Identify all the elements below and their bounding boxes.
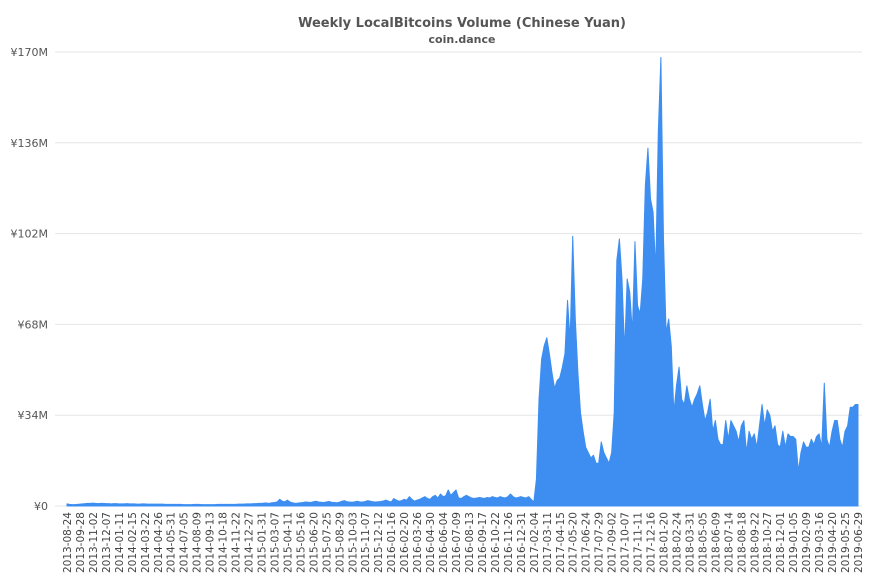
x-tick-label: 2014-05-31 bbox=[166, 512, 178, 573]
x-tick-label: 2019-06-29 bbox=[853, 512, 865, 573]
x-tick-label: 2016-09-17 bbox=[477, 512, 489, 573]
x-tick-label: 2017-04-15 bbox=[555, 512, 567, 573]
x-tick-label: 2014-11-22 bbox=[231, 512, 243, 573]
x-tick-label: 2019-05-25 bbox=[840, 512, 852, 573]
x-tick-label: 2016-11-26 bbox=[503, 512, 515, 573]
x-tick-label: 2018-10-27 bbox=[762, 512, 774, 573]
x-tick-label: 2015-08-29 bbox=[334, 512, 346, 573]
x-tick-label: 2016-08-13 bbox=[464, 512, 476, 573]
y-tick-label: ¥136M bbox=[11, 137, 49, 150]
x-tick-label: 2016-12-31 bbox=[516, 512, 528, 573]
x-tick-label: 2016-04-30 bbox=[425, 512, 437, 573]
x-tick-label: 2017-10-07 bbox=[620, 512, 632, 573]
y-tick-label: ¥68M bbox=[18, 318, 49, 331]
x-tick-label: 2017-02-04 bbox=[529, 512, 541, 573]
x-tick-label: 2015-03-07 bbox=[269, 512, 281, 573]
x-tick-label: 2015-01-31 bbox=[257, 512, 269, 573]
x-tick-label: 2013-11-02 bbox=[88, 512, 100, 573]
x-tick-label: 2018-05-05 bbox=[697, 512, 709, 573]
x-tick-label: 2019-03-16 bbox=[814, 512, 826, 573]
x-tick-label: 2014-04-26 bbox=[153, 512, 165, 573]
x-tick-label: 2014-08-09 bbox=[192, 512, 204, 573]
x-tick-label: 2019-04-20 bbox=[827, 512, 839, 573]
x-tick-label: 2018-03-31 bbox=[684, 512, 696, 573]
y-tick-label: ¥0 bbox=[34, 500, 48, 513]
area bbox=[66, 56, 859, 507]
y-tick-label: ¥102M bbox=[11, 228, 49, 241]
x-tick-label: 2016-07-09 bbox=[451, 512, 463, 573]
x-tick-label: 2014-12-27 bbox=[244, 512, 256, 573]
x-tick-label: 2013-09-28 bbox=[75, 512, 87, 573]
x-tick-label: 2014-01-11 bbox=[114, 512, 126, 573]
x-tick-label: 2015-07-25 bbox=[321, 512, 333, 573]
x-tick-label: 2017-07-29 bbox=[594, 512, 606, 573]
x-tick-label: 2014-03-22 bbox=[140, 512, 152, 573]
x-tick-label: 2013-08-24 bbox=[62, 512, 74, 573]
x-tick-label: 2013-12-07 bbox=[101, 512, 113, 573]
x-tick-label: 2015-06-20 bbox=[308, 512, 320, 573]
x-tick-label: 2018-02-24 bbox=[671, 512, 683, 573]
x-tick-label: 2017-06-24 bbox=[581, 512, 593, 573]
x-tick-label: 2015-05-16 bbox=[295, 512, 307, 573]
x-tick-label: 2015-11-07 bbox=[360, 512, 372, 573]
x-tick-label: 2014-09-13 bbox=[205, 512, 217, 573]
x-tick-label: 2017-11-11 bbox=[633, 512, 645, 573]
x-tick-label: 2019-01-05 bbox=[788, 512, 800, 573]
x-tick-label: 2018-01-20 bbox=[658, 512, 670, 573]
x-tick-label: 2017-12-16 bbox=[646, 512, 658, 573]
y-tick-label: ¥170M bbox=[11, 46, 49, 59]
x-tick-label: 2018-07-14 bbox=[723, 512, 735, 573]
chart-title: Weekly LocalBitcoins Volume (Chinese Yua… bbox=[298, 16, 626, 31]
x-tick-label: 2014-02-15 bbox=[127, 512, 139, 573]
x-tick-label: 2016-06-04 bbox=[438, 512, 450, 573]
x-tick-label: 2018-09-22 bbox=[749, 512, 761, 573]
x-tick-label: 2014-10-18 bbox=[218, 512, 230, 573]
x-tick-label: 2019-02-09 bbox=[801, 512, 813, 573]
x-tick-label: 2016-02-20 bbox=[399, 512, 411, 573]
x-tick-label: 2014-07-05 bbox=[179, 512, 191, 573]
x-tick-label: 2016-01-16 bbox=[386, 512, 398, 573]
x-tick-label: 2016-10-22 bbox=[490, 512, 502, 573]
x-tick-label: 2017-09-02 bbox=[607, 512, 619, 573]
x-tick-label: 2018-06-09 bbox=[710, 512, 722, 573]
x-tick-label: 2017-03-11 bbox=[542, 512, 554, 573]
x-tick-label: 2015-12-12 bbox=[373, 512, 385, 573]
y-tick-label: ¥34M bbox=[18, 409, 49, 422]
x-tick-label: 2015-10-03 bbox=[347, 512, 359, 573]
chart-subtitle: coin.dance bbox=[429, 33, 496, 46]
x-tick-label: 2015-04-11 bbox=[282, 512, 294, 573]
x-tick-label: 2016-03-26 bbox=[412, 512, 424, 573]
x-tick-label: 2018-08-18 bbox=[736, 512, 748, 573]
x-tick-label: 2018-12-01 bbox=[775, 512, 787, 573]
x-tick-label: 2017-05-20 bbox=[568, 512, 580, 573]
